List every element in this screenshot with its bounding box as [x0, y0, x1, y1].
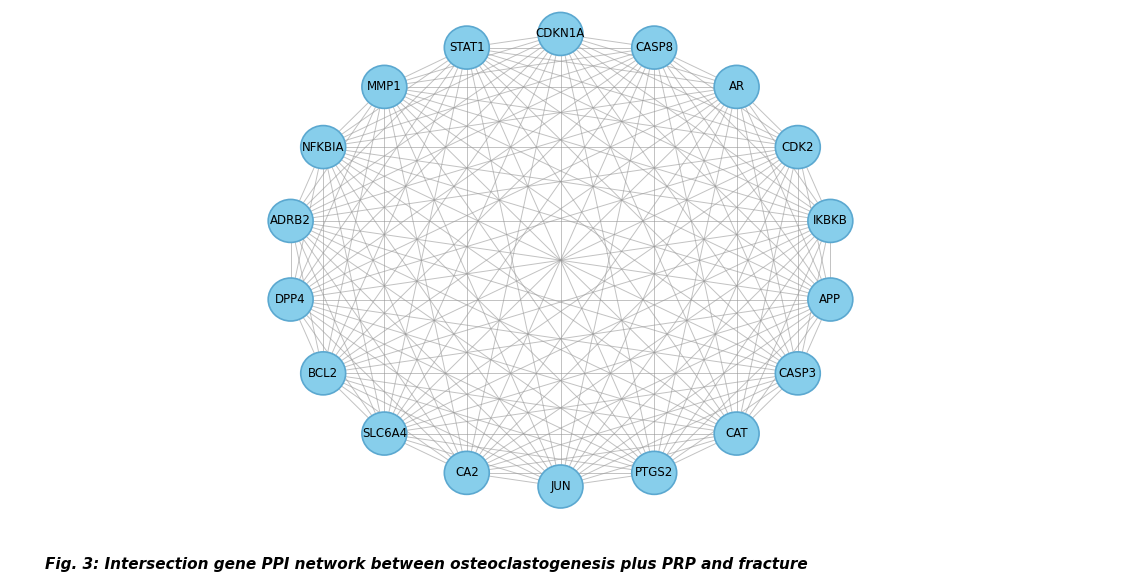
Ellipse shape	[538, 13, 583, 55]
Text: JUN: JUN	[550, 480, 571, 493]
Ellipse shape	[808, 278, 853, 321]
Ellipse shape	[362, 412, 407, 455]
Ellipse shape	[714, 65, 759, 109]
Text: SLC6A4: SLC6A4	[362, 427, 407, 440]
Ellipse shape	[444, 451, 489, 494]
Ellipse shape	[714, 412, 759, 455]
Text: MMP1: MMP1	[367, 80, 401, 94]
Text: CDK2: CDK2	[781, 140, 814, 154]
Text: PTGS2: PTGS2	[636, 466, 674, 479]
Text: CA2: CA2	[455, 466, 479, 479]
Text: CASP8: CASP8	[636, 41, 674, 54]
Ellipse shape	[808, 199, 853, 242]
Text: STAT1: STAT1	[450, 41, 484, 54]
Ellipse shape	[444, 26, 489, 69]
Ellipse shape	[268, 278, 313, 321]
Text: CAT: CAT	[725, 427, 748, 440]
Text: IKBKB: IKBKB	[813, 214, 847, 227]
Ellipse shape	[300, 352, 345, 395]
Text: DPP4: DPP4	[276, 293, 306, 306]
Text: AR: AR	[729, 80, 744, 94]
Text: CASP3: CASP3	[779, 367, 817, 380]
Text: CDKN1A: CDKN1A	[536, 27, 585, 40]
Ellipse shape	[776, 352, 821, 395]
Ellipse shape	[300, 125, 345, 169]
Text: ADRB2: ADRB2	[270, 214, 312, 227]
Text: Fig. 3: Intersection gene PPI network between osteoclastogenesis plus PRP and fr: Fig. 3: Intersection gene PPI network be…	[45, 557, 807, 572]
Ellipse shape	[362, 65, 407, 109]
Ellipse shape	[538, 465, 583, 508]
Text: BCL2: BCL2	[308, 367, 339, 380]
Text: APP: APP	[819, 293, 842, 306]
Ellipse shape	[632, 451, 677, 494]
Text: NFKBIA: NFKBIA	[302, 140, 344, 154]
Ellipse shape	[632, 26, 677, 69]
Ellipse shape	[268, 199, 313, 242]
Ellipse shape	[776, 125, 821, 169]
